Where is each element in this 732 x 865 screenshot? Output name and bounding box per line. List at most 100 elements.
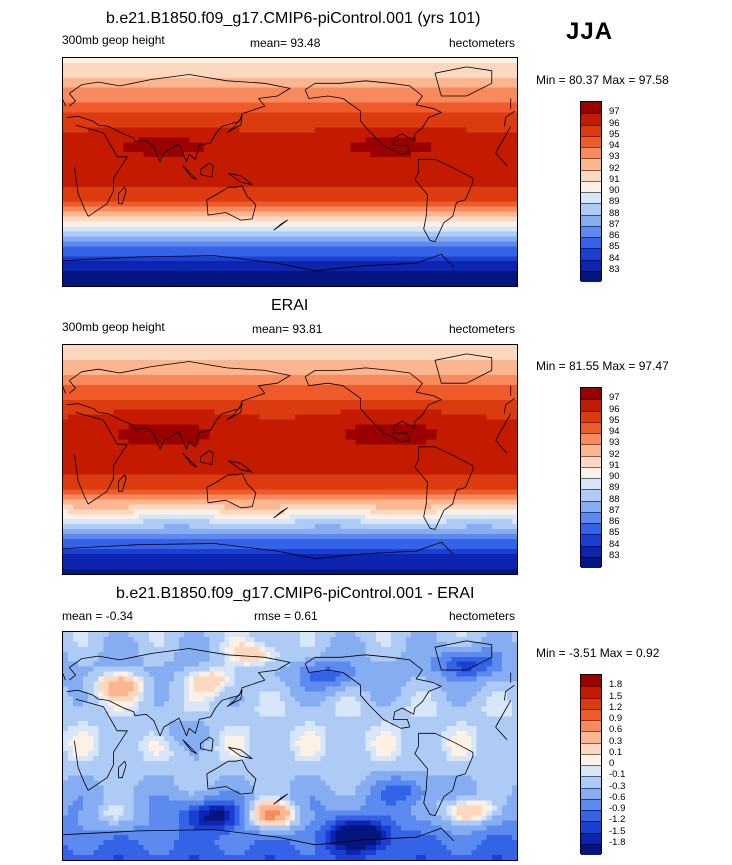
field-cell xyxy=(421,216,427,223)
field-cell xyxy=(481,142,488,148)
field-cell xyxy=(330,281,336,286)
field-cell xyxy=(254,107,261,114)
field-cell xyxy=(305,167,311,173)
field-cell xyxy=(264,364,271,371)
field-cell xyxy=(158,67,165,74)
field-cell xyxy=(194,77,200,84)
field-cell xyxy=(138,117,145,124)
field-cell xyxy=(310,102,316,109)
field-cell xyxy=(264,236,271,242)
field-cell xyxy=(426,176,432,183)
field-cell xyxy=(158,196,165,203)
field-cell xyxy=(411,384,417,391)
field-cell xyxy=(103,72,109,79)
field-cell xyxy=(234,157,241,163)
field-cell xyxy=(118,201,125,208)
field-cell xyxy=(446,147,453,153)
field-cell xyxy=(83,142,89,148)
field-cell xyxy=(481,196,488,203)
field-cell xyxy=(466,216,473,223)
field-cell xyxy=(506,62,513,69)
field-cell xyxy=(214,196,220,203)
field-cell xyxy=(421,191,427,198)
field-cell xyxy=(63,231,69,238)
field-cell xyxy=(274,152,281,158)
field-cell xyxy=(340,77,347,84)
field-cell xyxy=(138,241,145,247)
field-cell xyxy=(118,176,125,183)
field-cell xyxy=(279,251,286,257)
field-cell xyxy=(209,152,215,158)
field-cell xyxy=(486,107,493,114)
field-cell xyxy=(229,107,236,114)
field-cell xyxy=(219,87,226,94)
field-cell xyxy=(476,276,483,282)
field-cell xyxy=(345,364,352,371)
field-cell xyxy=(375,67,382,74)
field-cell xyxy=(370,379,377,386)
field-cell xyxy=(426,369,432,376)
field-cell xyxy=(340,211,347,218)
field-cell xyxy=(264,157,271,163)
field-cell xyxy=(466,172,473,178)
field-cell xyxy=(355,221,362,228)
field-cell xyxy=(189,271,195,277)
field-cell xyxy=(103,62,109,69)
field-cell xyxy=(249,256,256,262)
field-cell xyxy=(179,374,185,381)
field-cell xyxy=(471,77,478,84)
field-cell xyxy=(113,186,120,193)
field-cell xyxy=(184,236,190,242)
field-cell xyxy=(204,191,210,198)
field-cell xyxy=(481,107,488,114)
field-cell xyxy=(153,281,160,286)
field-cell xyxy=(400,62,407,69)
field-cell xyxy=(335,211,342,218)
field-cell xyxy=(219,206,226,213)
field-cell xyxy=(224,271,231,277)
field-cell xyxy=(471,271,478,277)
field-cell xyxy=(471,92,478,99)
field-cell xyxy=(244,82,251,89)
field-cell xyxy=(143,359,150,366)
field-cell xyxy=(274,196,281,203)
field-cell xyxy=(416,276,422,282)
field-cell xyxy=(209,102,215,109)
field-cell xyxy=(300,201,306,208)
field-cell xyxy=(284,345,291,351)
field-cell xyxy=(471,281,478,286)
field-cell xyxy=(168,364,175,371)
field-cell xyxy=(436,67,442,74)
field-cell xyxy=(506,82,513,89)
colorbar-tick-label: 95 xyxy=(609,128,620,140)
field-cell xyxy=(390,102,397,109)
field-cell xyxy=(234,201,241,208)
field-cell xyxy=(406,196,412,203)
field-cell xyxy=(229,162,236,168)
field-cell xyxy=(244,211,251,218)
field-cell xyxy=(421,359,427,366)
field-cell xyxy=(254,231,261,238)
field-cell xyxy=(406,384,412,391)
field-cell xyxy=(88,241,94,247)
field-cell xyxy=(476,364,483,371)
field-cell xyxy=(355,67,362,74)
field-cell xyxy=(360,349,367,356)
field-cell xyxy=(239,82,246,89)
coastline xyxy=(182,165,198,180)
field-cell xyxy=(138,137,145,143)
field-cell xyxy=(279,102,286,109)
field-cell xyxy=(284,384,291,391)
field-cell xyxy=(259,97,266,104)
field-cell xyxy=(88,142,94,148)
field-cell xyxy=(143,186,150,193)
field-cell xyxy=(194,216,200,223)
field-cell xyxy=(400,92,407,99)
field-cell xyxy=(173,172,180,178)
field-cell xyxy=(153,107,160,114)
field-cell xyxy=(173,167,180,173)
field-cell xyxy=(330,384,336,391)
field-cell xyxy=(511,261,517,267)
field-cell xyxy=(295,147,301,153)
field-cell xyxy=(229,251,236,257)
